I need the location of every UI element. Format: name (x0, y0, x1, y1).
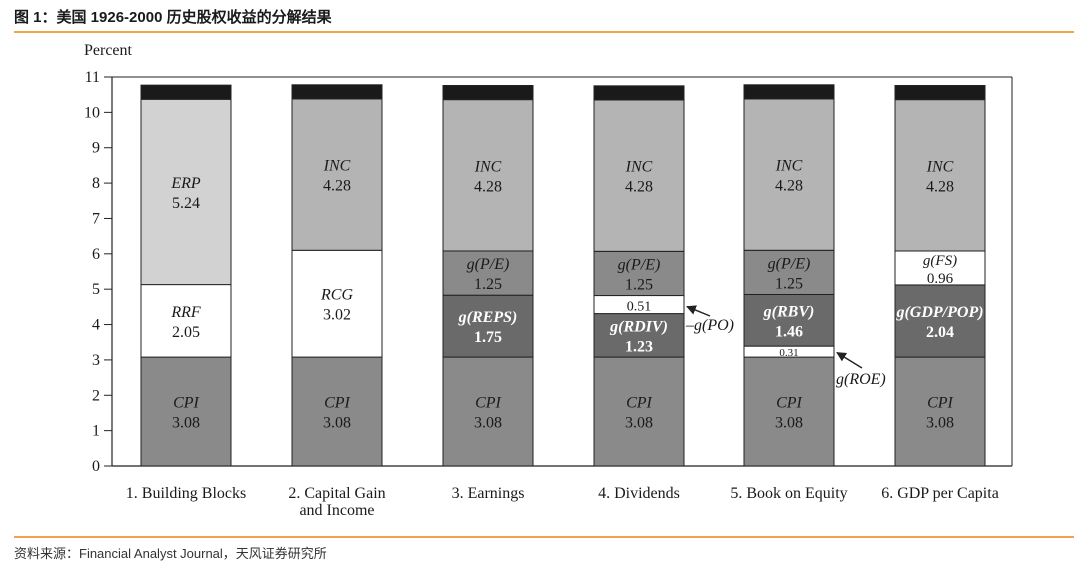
annotation-roe-arrow (836, 352, 863, 369)
bar-segment (291, 356, 383, 467)
segment-value: 4.28 (775, 178, 803, 195)
segment-label: INC (775, 158, 803, 175)
segment-value: 3.02 (323, 307, 351, 324)
segment-value: 1.75 (474, 329, 502, 346)
segment-label: CPI (927, 395, 953, 412)
segment-label: INC (323, 158, 351, 175)
segment-value: 2.04 (926, 324, 954, 341)
segment-label: CPI (324, 395, 350, 412)
annotation-roe: g(ROE) (836, 371, 886, 388)
bar-segment (442, 356, 534, 467)
segment-label: CPI (776, 395, 802, 412)
segment-label: CPI (173, 395, 199, 412)
segment-value: 1.46 (775, 323, 803, 340)
stacked-bar-chart: Percent 0 1 2 3 4 5 6 7 8 9 10 11 1. Building Blocks 2… (84, 42, 1013, 519)
segment-value: 3.08 (172, 415, 200, 432)
x-tick-label-line2: and Income (299, 502, 374, 519)
segment-label: RCG (320, 287, 353, 304)
bar-cap (894, 84, 986, 101)
segment-label: ERP (170, 175, 201, 192)
bar-segment (593, 356, 685, 467)
bar-cap (442, 84, 534, 101)
segment-value: 4.28 (323, 178, 351, 195)
annotation-po-arrow (686, 305, 711, 317)
y-tick-label: 9 (92, 140, 100, 157)
segment-value: 3.08 (323, 415, 351, 432)
bar-segment (291, 249, 383, 358)
x-tick-label: 1. Building Blocks (126, 485, 246, 502)
segment-value: 1.25 (474, 276, 502, 293)
bar-segment (442, 99, 534, 252)
segment-label: g(FS) (923, 253, 957, 269)
segment-value: 1.25 (625, 276, 653, 293)
y-tick-label: 6 (92, 246, 100, 263)
annotation-po: –g(PO) (685, 317, 734, 334)
segment-value: 1.25 (775, 275, 803, 292)
segment-value: 3.08 (474, 415, 502, 432)
segment-value: 2.05 (172, 324, 200, 341)
y-tick-label: 4 (92, 317, 100, 334)
segment-label: RRF (170, 304, 201, 321)
segment-value: 5.24 (172, 195, 200, 212)
segment-label: g(REPS) (458, 309, 518, 326)
source-note: 资料来源：Financial Analyst Journal，天风证券研究所 (14, 546, 327, 561)
bar-cap (743, 84, 835, 100)
y-tick-label: 2 (92, 387, 100, 404)
bar-cap (140, 84, 232, 100)
bar-segment (894, 250, 986, 286)
bar-segment (593, 99, 685, 252)
bar-segment (743, 249, 835, 295)
segment-label: g(RDIV) (609, 318, 668, 335)
source-divider (14, 536, 1074, 538)
bar-segment (442, 294, 534, 358)
segment-label: g(P/E) (768, 255, 811, 272)
segment-label: INC (474, 158, 502, 175)
figure-title: 图 1：美国 1926-2000 历史股权收益的分解结果 (14, 9, 332, 26)
segment-label: g(RBV) (763, 303, 815, 320)
y-axis-label: Percent (84, 42, 133, 59)
bar-segment (743, 293, 835, 347)
y-tick-label: 7 (92, 210, 100, 227)
segment-value: 0.31 (779, 347, 798, 359)
segment-value: 3.08 (625, 415, 653, 432)
segment-value: 3.08 (775, 415, 803, 432)
segment-label: g(GDP/POP) (895, 304, 983, 321)
segment-value: 4.28 (926, 178, 954, 195)
bar-segment (743, 98, 835, 251)
x-tick-label: 3. Earnings (452, 485, 525, 502)
title-divider (14, 31, 1074, 33)
bar-segment (894, 356, 986, 467)
y-tick-label: 11 (85, 69, 100, 86)
segment-label: CPI (475, 395, 501, 412)
bar-segment (743, 356, 835, 467)
segment-value: 4.28 (474, 178, 502, 195)
y-tick-label: 0 (92, 458, 100, 475)
segment-label: INC (625, 159, 653, 176)
segment-label: g(P/E) (618, 256, 661, 273)
x-tick-label: 6. GDP per Capita (881, 485, 999, 502)
x-tick-label: 4. Dividends (598, 485, 680, 502)
x-tick-label: 5. Book on Equity (730, 485, 847, 502)
bar-segment (593, 313, 685, 358)
segment-label: CPI (626, 395, 652, 412)
bar-cap (291, 84, 383, 100)
bar-segment (894, 99, 986, 252)
segment-value: 3.08 (926, 415, 954, 432)
segment-value: 0.51 (627, 300, 652, 315)
segment-value: 1.23 (625, 338, 653, 355)
bar-segment (291, 98, 383, 251)
y-tick-label: 5 (92, 281, 100, 298)
y-tick-label: 1 (92, 423, 100, 440)
x-tick-label: 2. Capital Gain (288, 485, 385, 502)
bar-segment (442, 250, 534, 296)
segment-label: INC (926, 158, 954, 175)
bar-cap (593, 85, 685, 101)
y-tick-label: 3 (92, 352, 100, 369)
segment-label: g(P/E) (467, 256, 510, 273)
y-tick-label: 8 (92, 175, 100, 192)
segment-value: 0.96 (927, 271, 954, 287)
segment-value: 4.28 (625, 179, 653, 196)
y-tick-label: 10 (84, 104, 100, 121)
bar-segment (894, 284, 986, 358)
